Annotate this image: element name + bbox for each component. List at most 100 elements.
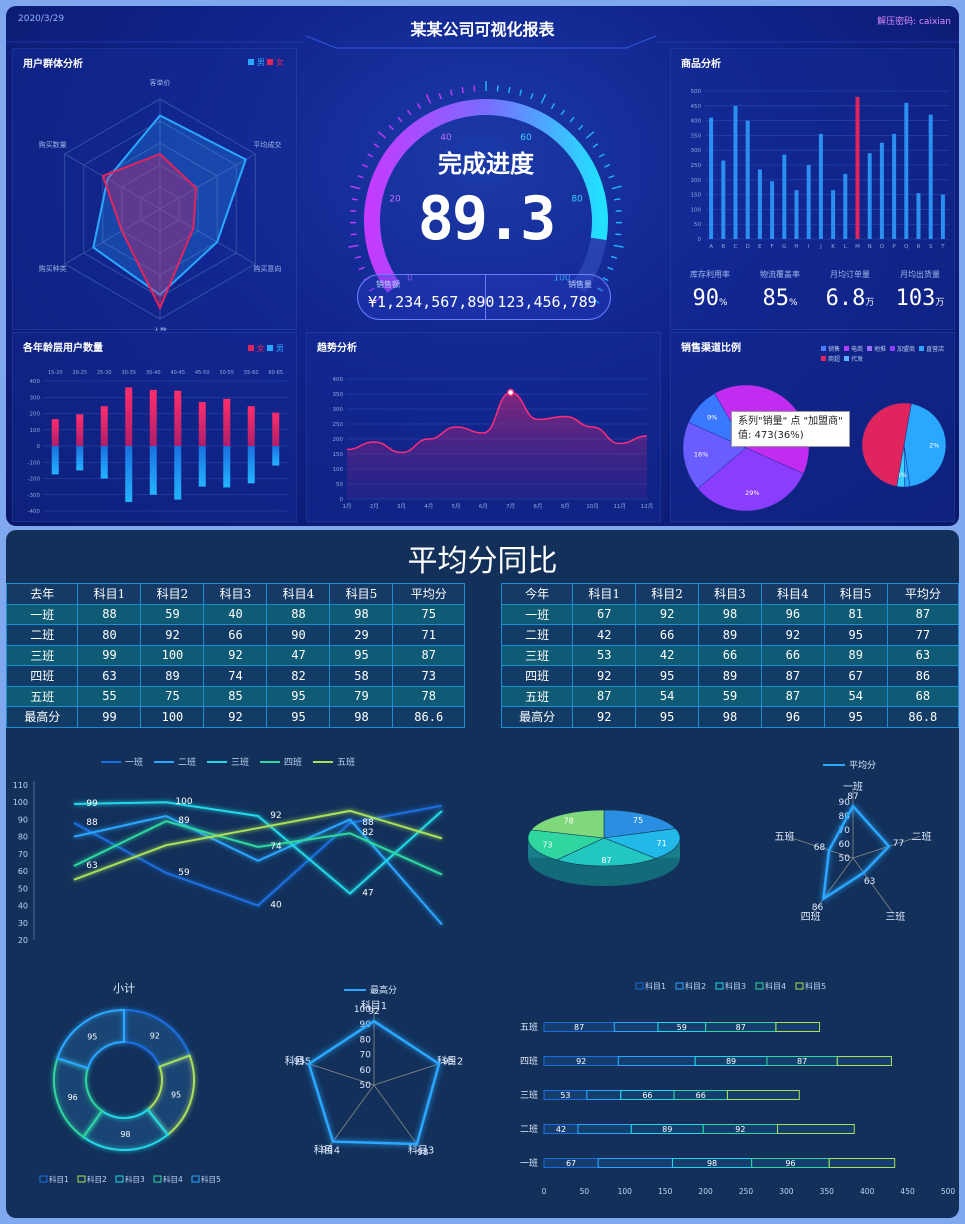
donut-legend-label: 科目3 xyxy=(125,1174,145,1184)
line-point-label: 92 xyxy=(270,811,281,821)
age-bar-male xyxy=(223,446,231,488)
product-stat-unit: 万 xyxy=(865,298,875,308)
product-xtick: P xyxy=(892,244,896,250)
table-header-cell: 科目1 xyxy=(572,583,637,605)
age-bar-female xyxy=(100,406,108,446)
radar-axis-label: 人数 xyxy=(153,326,167,331)
product-ytick: 150 xyxy=(691,193,702,199)
hbar-segment xyxy=(828,1158,896,1168)
channel-legend-item: 直营店 xyxy=(919,345,944,355)
product-ytick: 400 xyxy=(691,119,702,125)
table-cell: 95 xyxy=(266,685,331,707)
radar-axis-label: 平均成交 xyxy=(253,140,281,149)
channel-pie-label: 9% xyxy=(707,414,717,422)
product-xtick: E xyxy=(758,244,762,250)
gauge-tick-label: 100 xyxy=(553,273,570,283)
product-xtick: O xyxy=(880,244,885,250)
gauge-tick xyxy=(350,185,361,190)
product-bar xyxy=(782,154,787,239)
donut-legend-swatch xyxy=(115,1175,124,1183)
radar-spoke xyxy=(373,1084,419,1147)
table-cell: 81 xyxy=(823,603,888,625)
product-bar xyxy=(806,165,811,239)
gauge-tick xyxy=(348,244,359,248)
table-cell: 99 xyxy=(77,644,142,666)
table-cell: 95 xyxy=(823,706,888,728)
hbar-segment-label: 53 xyxy=(560,1091,570,1100)
gauge-tick xyxy=(473,85,476,92)
hbar-segment xyxy=(726,1090,800,1100)
product-xtick: G xyxy=(782,244,786,250)
age-ytick: 0 xyxy=(37,444,41,450)
age-bar-female xyxy=(76,414,84,446)
radar-value-label: 87 xyxy=(847,792,858,802)
product-ytick: 250 xyxy=(691,163,702,169)
trend-xtick: 11月 xyxy=(613,503,626,510)
table-cell: 87 xyxy=(760,685,825,707)
pie3d-slice xyxy=(530,809,605,839)
channel-legend-label: 加盟商 xyxy=(897,346,916,353)
pie3d-label: 87 xyxy=(601,856,611,865)
radar-spoke xyxy=(329,1084,375,1147)
donut-legend-label: 科目2 xyxy=(87,1174,107,1184)
hbar-segment-label: 89 xyxy=(662,1125,672,1134)
radar-value-label: 86 xyxy=(812,903,824,913)
gauge-tick xyxy=(604,164,611,168)
product-bar xyxy=(843,173,848,239)
table-cell: 92 xyxy=(140,624,205,646)
gauge-tick xyxy=(615,233,622,236)
table-cell: 78 xyxy=(392,685,465,707)
sales-summary-box: 销售额 ¥1,234,567,890 销售量 123,456,789 xyxy=(357,274,611,320)
table-cell: 三班 xyxy=(500,644,574,666)
gauge-tick xyxy=(461,86,464,94)
product-bar xyxy=(867,153,872,239)
table-header-cell: 科目5 xyxy=(329,583,394,605)
table-cell: 98 xyxy=(329,603,394,625)
product-bar-highlight xyxy=(855,96,860,239)
gauge-tick xyxy=(614,198,621,201)
gauge-tick-label: 40 xyxy=(440,133,452,143)
radar-tick-label: 50 xyxy=(839,854,851,864)
gauge-tick xyxy=(416,103,422,110)
table-cell: 二班 xyxy=(500,624,574,646)
age-ytick: 400 xyxy=(30,379,41,385)
gauge-tick xyxy=(585,131,595,139)
hbar-legend-swatch xyxy=(635,982,644,990)
product-xtick: Q xyxy=(904,244,909,250)
hbar-legend-swatch xyxy=(715,982,724,990)
gauge-tick xyxy=(592,143,599,148)
table-cell: 四班 xyxy=(500,665,574,687)
product-stat-label: 库存利用率 xyxy=(690,270,730,279)
sales-divider xyxy=(485,275,486,319)
line-series-三班 xyxy=(73,801,443,895)
product-stat: 库存利用率 90% xyxy=(675,269,745,311)
donut-legend-label: 科目4 xyxy=(163,1174,183,1184)
table-cell: 四班 xyxy=(6,665,79,687)
line-ytick: 40 xyxy=(18,902,28,911)
table-cell: 92 xyxy=(203,644,268,666)
radar-axis-label: 四班 xyxy=(801,911,821,923)
table-header-row: 今年 科目1 科目2 科目3 科目4 科目5 平均分 xyxy=(500,583,959,605)
table-cell: 89 xyxy=(823,644,888,666)
gauge-tick xyxy=(377,131,387,139)
age-xtick: 30-35 xyxy=(121,370,136,376)
pie3d-slice xyxy=(602,828,681,859)
tooltip-line2: 值: 473(36%) xyxy=(738,430,804,441)
table-cell: 96 xyxy=(760,603,825,625)
table-cell: 一班 xyxy=(500,603,574,625)
radar-value-label: 63 xyxy=(864,877,875,887)
age-xtick: 55-60 xyxy=(244,370,259,376)
channel-legend-label: 代发 xyxy=(851,356,864,363)
product-bar xyxy=(916,193,921,239)
age-bar-chart: 400 300 200 100 0 -100 -200 -300 -400 15-20 20-25 2… xyxy=(28,370,288,515)
gauge-tick xyxy=(357,175,364,179)
gauge-tick xyxy=(550,103,556,110)
gauge-fill xyxy=(364,99,608,293)
table-cell: 95 xyxy=(823,624,888,646)
line-ytick: 110 xyxy=(13,781,28,790)
channel-title: 销售渠道比例 xyxy=(681,343,741,354)
product-bar xyxy=(745,120,750,239)
hbar-segment xyxy=(836,1056,892,1066)
age-ytick: 300 xyxy=(30,395,41,401)
gauge-tick xyxy=(569,116,575,123)
